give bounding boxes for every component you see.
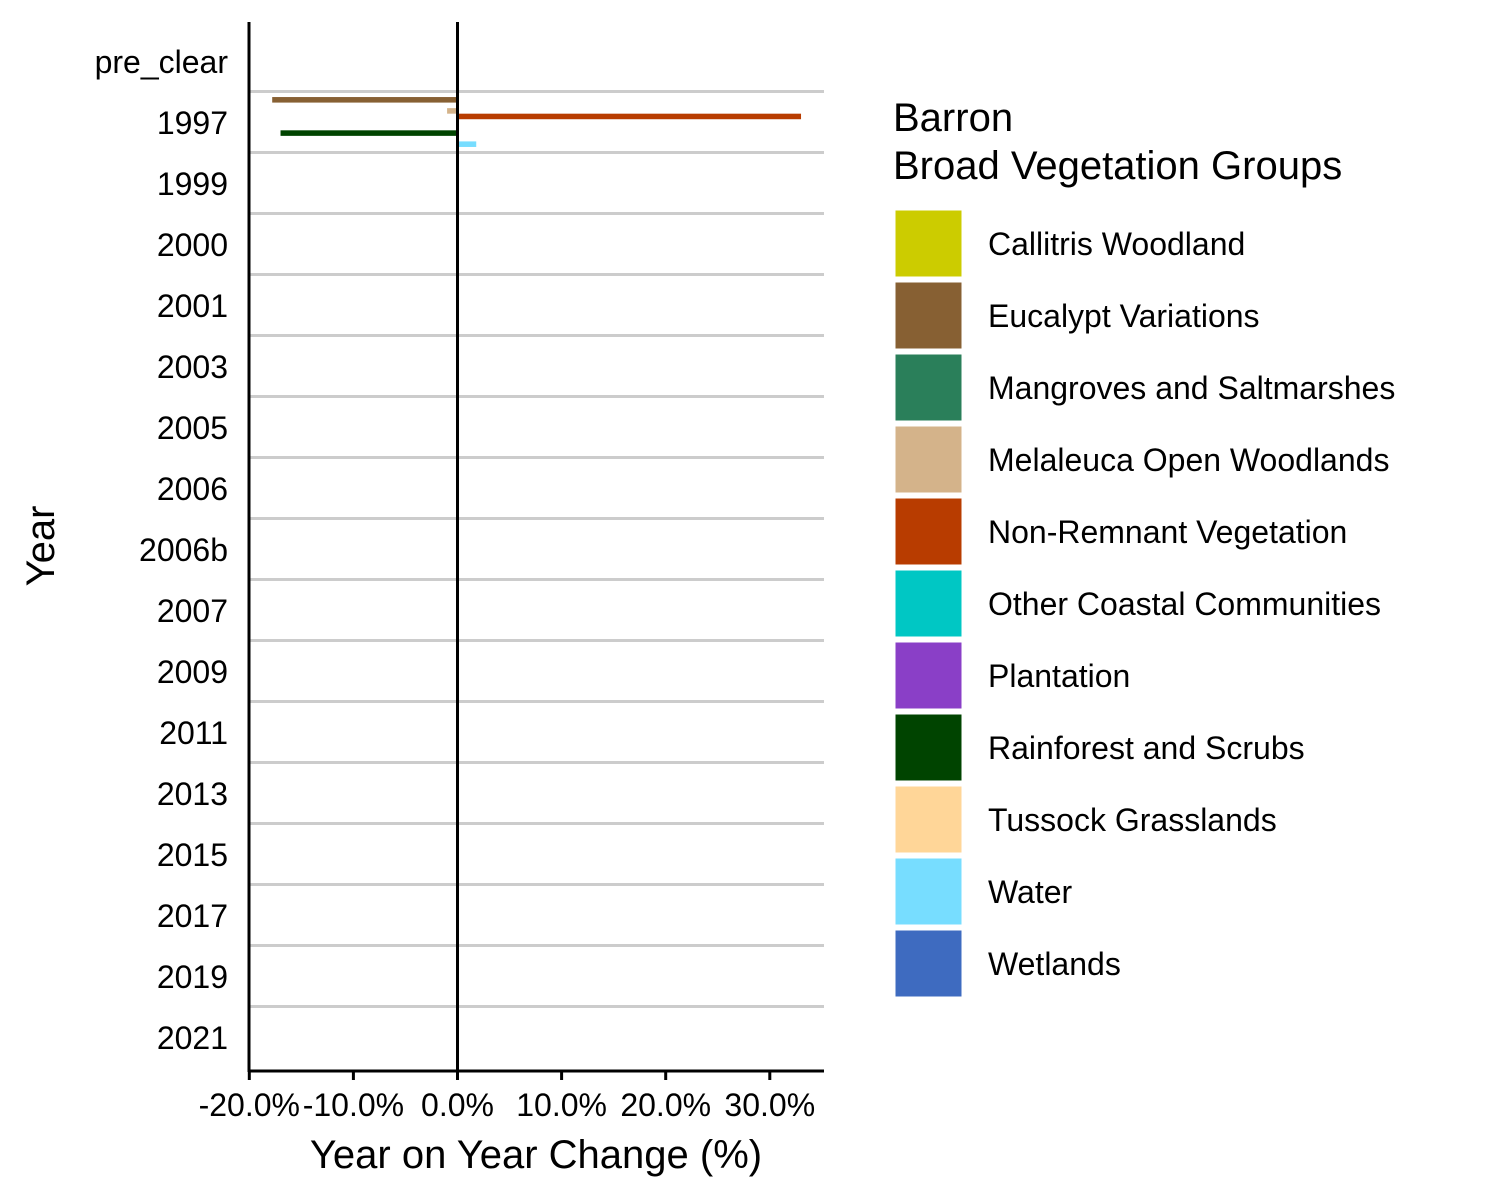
bar-rainforest-and-scrubs (280, 130, 458, 136)
y-tick-labels: pre_clear 1997 1999 2000 2001 2003 2005 2006 200… (95, 44, 229, 1056)
bar-eucalypt-variations (272, 97, 458, 103)
y-tick-label: pre_clear (95, 44, 229, 80)
x-axis-title: Year on Year Change (%) (310, 1133, 762, 1177)
bars (272, 97, 802, 147)
y-tick-label: 2001 (157, 288, 228, 324)
legend-label: Melaleuca Open Woodlands (988, 442, 1389, 478)
y-tick-label: 2019 (157, 959, 228, 995)
bar-non-remnant-vegetation (457, 113, 802, 120)
y-tick-label: 2015 (157, 837, 228, 873)
y-tick-label: 2003 (157, 349, 228, 385)
legend-label: Water (988, 874, 1073, 910)
x-tick-label: 30.0% (724, 1087, 815, 1123)
legend-label: Other Coastal Communities (988, 586, 1381, 622)
y-tick-label: 1999 (157, 166, 228, 202)
y-tick-label: 2011 (159, 715, 228, 751)
legend-swatch (892, 783, 965, 856)
legend-label: Tussock Grasslands (988, 802, 1277, 838)
legend-title-line2: Broad Vegetation Groups (893, 144, 1342, 188)
x-tick-labels: -20.0% -10.0% 0.0% 10.0% 20.0% 30.0% (199, 1072, 815, 1123)
legend-label: Non-Remnant Vegetation (988, 514, 1347, 550)
y-tick-label: 1997 (157, 105, 228, 141)
legend-label: Wetlands (988, 946, 1121, 982)
x-tick-label: -10.0% (303, 1087, 404, 1123)
y-tick-label: 2000 (157, 227, 228, 263)
legend-label: Rainforest and Scrubs (988, 730, 1305, 766)
legend-swatch (892, 495, 965, 568)
legend-swatch (892, 207, 965, 280)
bar-melaleuca-open-woodlands (447, 108, 458, 114)
legend-title-line1: Barron (893, 96, 1013, 140)
bar-water (457, 141, 477, 147)
legend-label: Plantation (988, 658, 1130, 694)
y-tick-label: 2005 (157, 410, 228, 446)
x-tick-label: 20.0% (620, 1087, 711, 1123)
legend-swatch (892, 639, 965, 712)
y-tick-label: 2006 (157, 471, 228, 507)
legend-label: Mangroves and Saltmarshes (988, 370, 1395, 406)
legend-swatch (892, 351, 965, 424)
legend-swatch (892, 855, 965, 928)
gridlines (249, 90, 824, 1008)
legend-swatch (892, 567, 965, 640)
legend-swatch (892, 423, 965, 496)
y-tick-label: 2021 (157, 1020, 228, 1056)
x-tick-label: -20.0% (199, 1087, 300, 1123)
y-tick-label: 2007 (157, 593, 228, 629)
legend-swatch (892, 711, 965, 784)
y-tick-label: 2009 (157, 654, 228, 690)
legend: Barron Broad Vegetation Groups Callitris… (892, 96, 1395, 1000)
x-tick-label: 10.0% (516, 1087, 607, 1123)
legend-swatch (892, 927, 965, 1000)
y-tick-label: 2017 (157, 898, 228, 934)
axes (247, 22, 824, 1073)
y-tick-label: 2013 (157, 776, 228, 812)
y-tick-label: 2006b (139, 532, 228, 568)
legend-swatch (892, 279, 965, 352)
y-axis-title: Year (19, 506, 63, 587)
legend-label: Callitris Woodland (988, 226, 1245, 262)
legend-label: Eucalypt Variations (988, 298, 1260, 334)
x-tick-label: 0.0% (421, 1087, 494, 1123)
